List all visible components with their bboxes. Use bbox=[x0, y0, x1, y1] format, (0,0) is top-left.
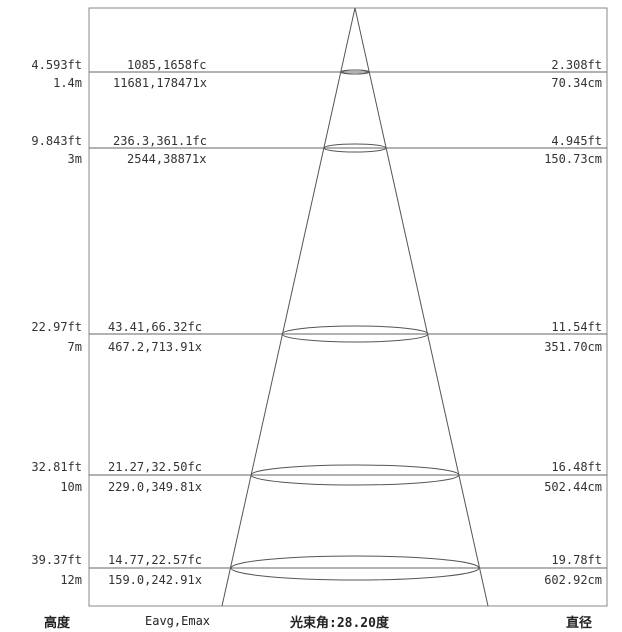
height-ft-3: 22.97ft bbox=[31, 320, 82, 334]
illuminance-lx-2: 2544,38871x bbox=[127, 152, 207, 166]
diameter-ft-3: 11.54ft bbox=[551, 320, 602, 334]
illuminance-fc-3: 43.41,66.32fc bbox=[108, 320, 202, 334]
illuminance-lx-4: 229.0,349.81x bbox=[108, 480, 202, 494]
height-ft-2: 9.843ft bbox=[31, 134, 82, 148]
illuminance-fc-5: 14.77,22.57fc bbox=[108, 553, 202, 567]
illuminance-fc-4: 21.27,32.50fc bbox=[108, 460, 202, 474]
diameter-cm-1: 70.34cm bbox=[551, 76, 602, 90]
diameter-ft-1: 2.308ft bbox=[551, 58, 602, 72]
diameter-ft-2: 4.945ft bbox=[551, 134, 602, 148]
cone-right-edge bbox=[354, 7, 489, 607]
diameter-ft-4: 16.48ft bbox=[551, 460, 602, 474]
height-m-1: 1.4m bbox=[53, 76, 82, 90]
height-ft-4: 32.81ft bbox=[31, 460, 82, 474]
height-m-5: 12m bbox=[60, 573, 82, 587]
beam-ellipse-2 bbox=[323, 143, 387, 153]
illuminance-fc-1: 1085,1658fc bbox=[127, 58, 207, 72]
height-ft-1: 4.593ft bbox=[31, 58, 82, 72]
beam-ellipse-1 bbox=[340, 69, 370, 75]
diagram-frame bbox=[88, 7, 608, 607]
height-m-2: 3m bbox=[67, 152, 82, 166]
cone-left-edge bbox=[221, 7, 356, 607]
diameter-cm-2: 150.73cm bbox=[544, 152, 602, 166]
height-m-3: 7m bbox=[67, 340, 82, 354]
beam-ellipse-4 bbox=[250, 464, 460, 486]
diameter-cm-5: 602.92cm bbox=[544, 573, 602, 587]
beam-ellipse-3 bbox=[281, 325, 429, 343]
illuminance-lx-1: 11681,178471x bbox=[113, 76, 207, 90]
illuminance-fc-2: 236.3,361.1fc bbox=[113, 134, 207, 148]
height-axis-label: 高度 bbox=[44, 616, 71, 631]
beam-ellipse-5 bbox=[230, 555, 480, 581]
diameter-ft-5: 19.78ft bbox=[551, 553, 602, 567]
illuminance-lx-3: 467.2,713.91x bbox=[108, 340, 202, 354]
diameter-axis-label: 直径 bbox=[566, 616, 593, 631]
height-ft-5: 39.37ft bbox=[31, 553, 82, 567]
diameter-cm-3: 351.70cm bbox=[544, 340, 602, 354]
illuminance-axis-label: Eavg,Emax bbox=[145, 614, 211, 628]
height-m-4: 10m bbox=[60, 480, 82, 494]
diameter-cm-4: 502.44cm bbox=[544, 480, 602, 494]
illuminance-lx-5: 159.0,242.91x bbox=[108, 573, 202, 587]
beam-angle-label: 光束角:28.20度 bbox=[290, 616, 389, 631]
